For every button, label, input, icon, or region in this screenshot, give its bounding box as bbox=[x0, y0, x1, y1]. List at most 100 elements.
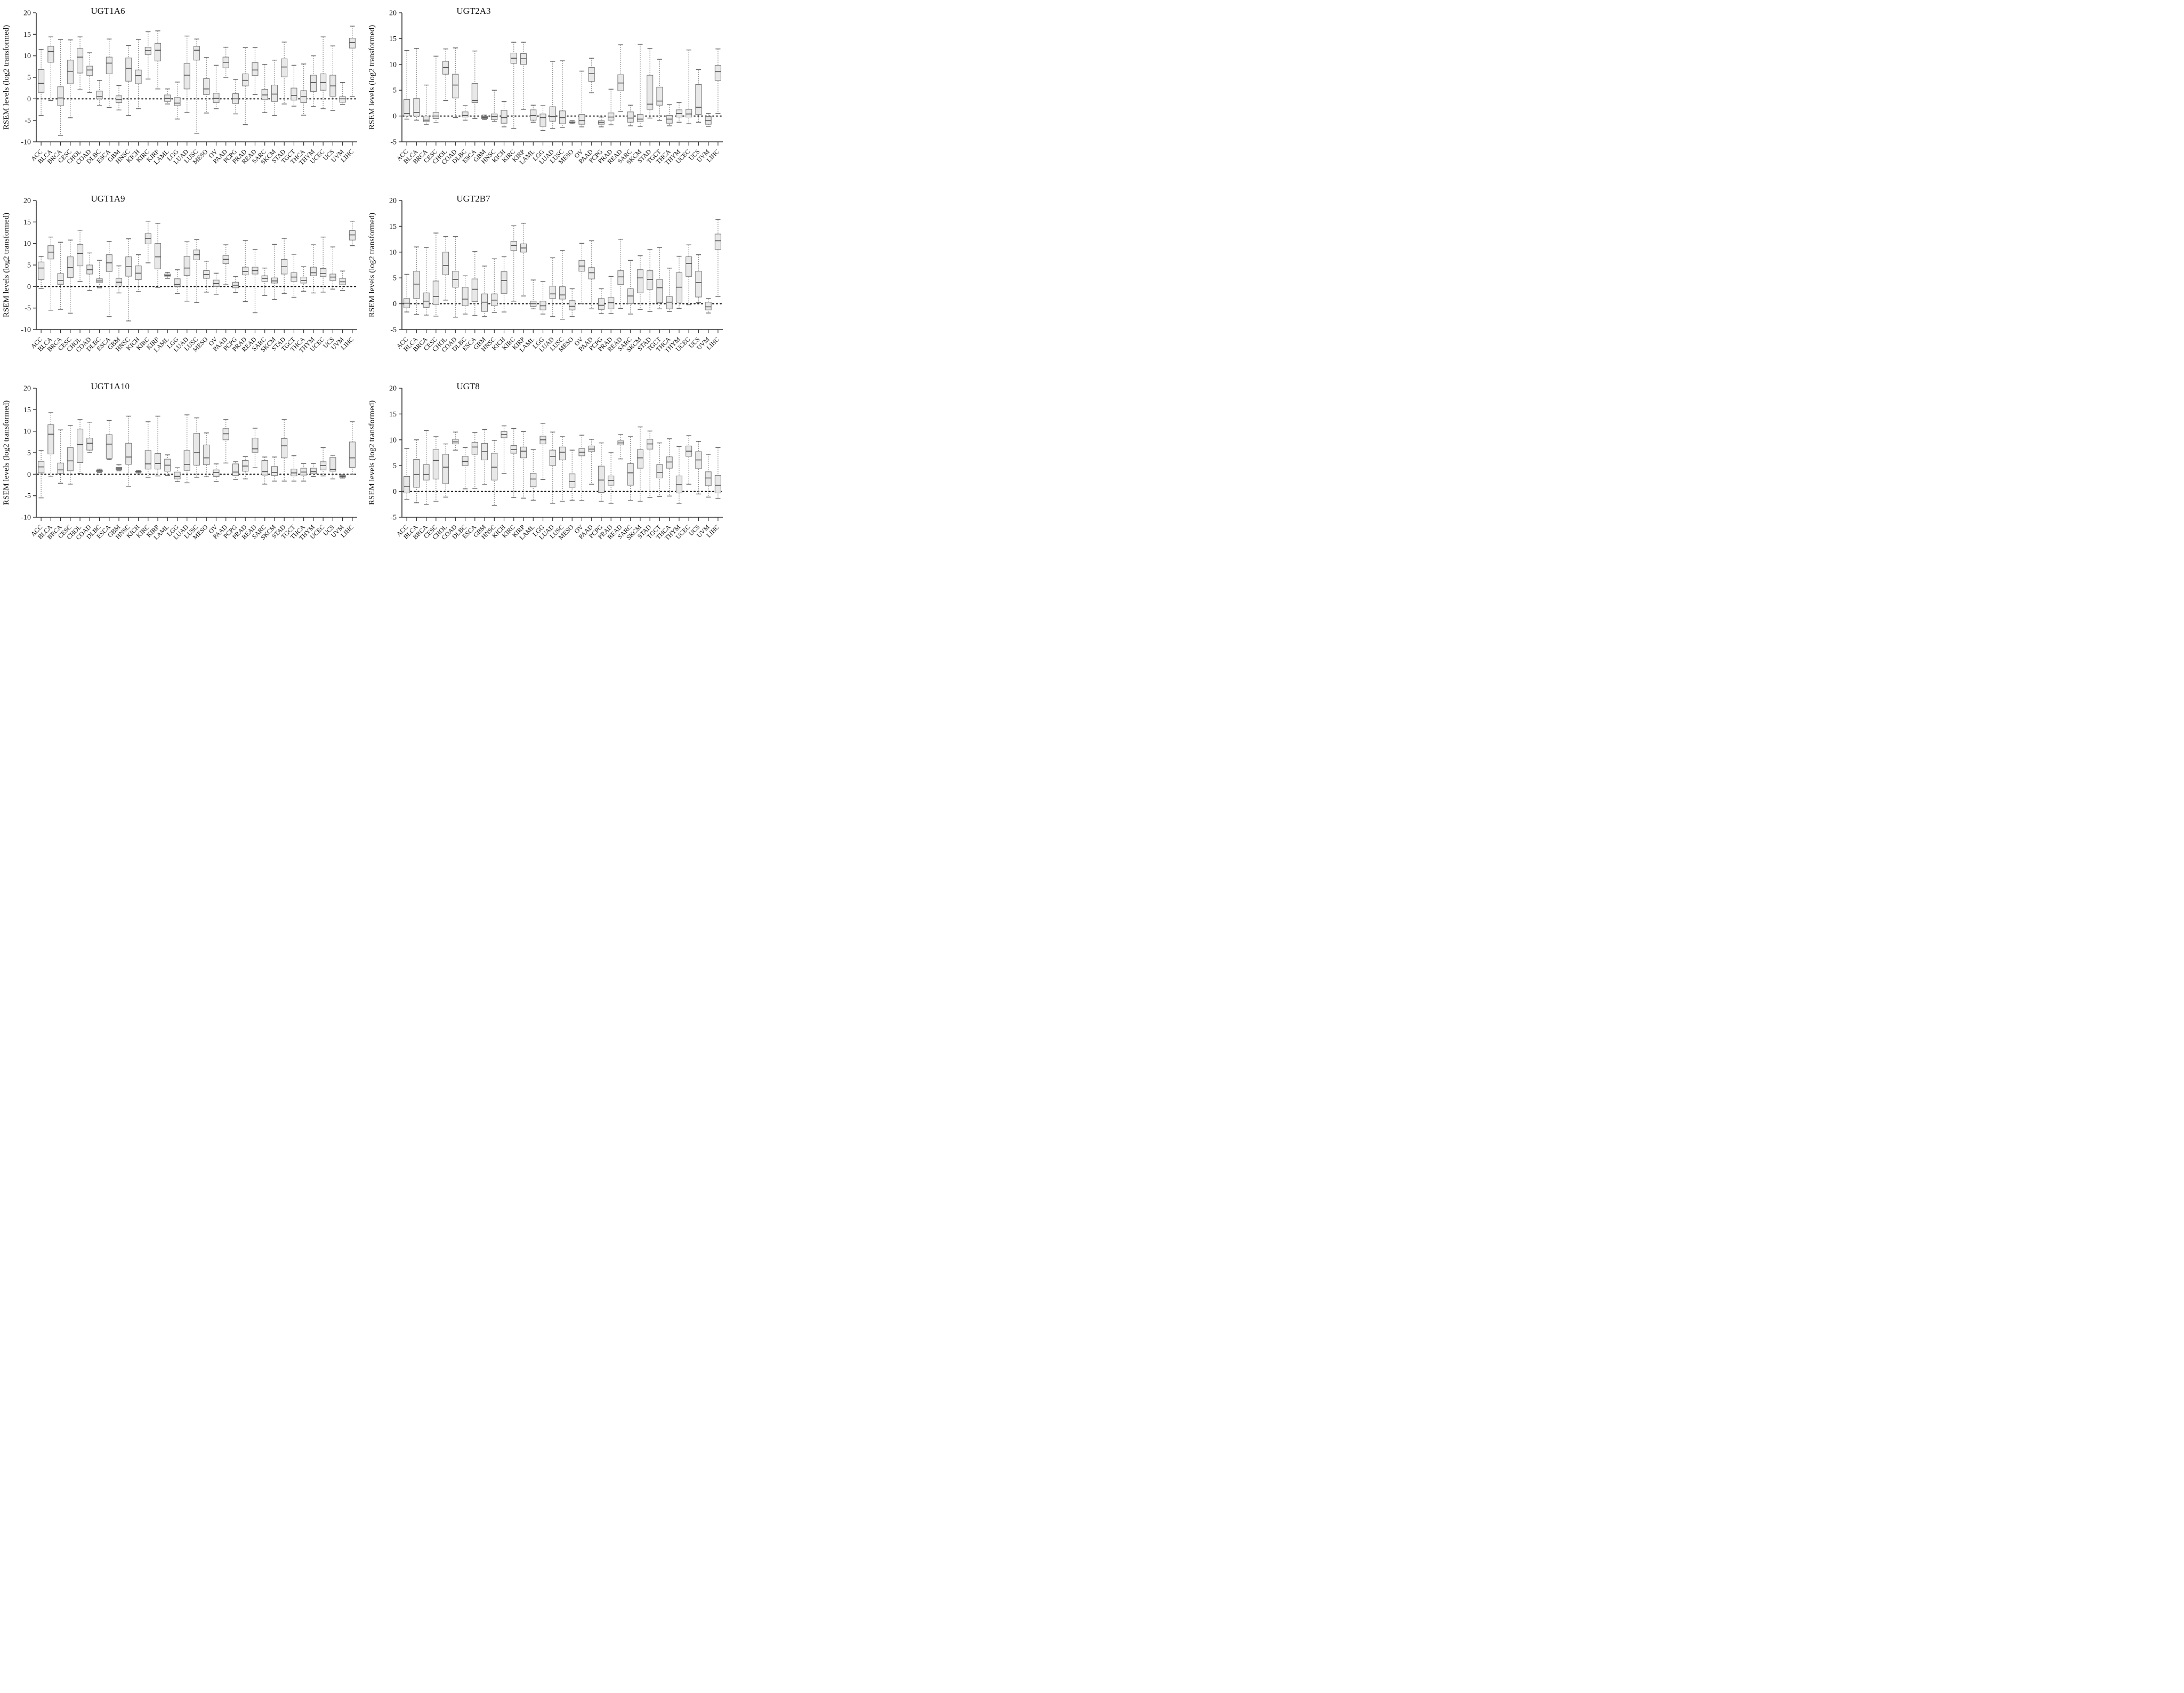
box-group-PAAD bbox=[588, 240, 595, 309]
box bbox=[300, 277, 307, 284]
box-group-THYM bbox=[310, 55, 317, 107]
box-group-THCA bbox=[666, 268, 673, 312]
box-group-LGG bbox=[174, 269, 181, 294]
box bbox=[135, 69, 142, 84]
box bbox=[432, 280, 439, 306]
box bbox=[501, 271, 507, 294]
panel-UGT1A10: 20 15 10 5 0 -5 -10 UGT1A10 RSEM levels (log2 tr… bbox=[1, 379, 361, 564]
box-group-KIRP bbox=[520, 42, 527, 110]
box-group-MESO bbox=[203, 261, 210, 293]
box bbox=[213, 93, 220, 103]
box-group-BLCA bbox=[413, 246, 420, 315]
box bbox=[67, 256, 74, 278]
box-group-DLBC bbox=[462, 275, 469, 315]
panel-title: UGT1A9 bbox=[91, 194, 125, 204]
box bbox=[183, 450, 190, 471]
box-group-STAD bbox=[647, 430, 654, 498]
box bbox=[539, 114, 546, 127]
box-group-UVM bbox=[705, 454, 712, 498]
box bbox=[291, 469, 297, 477]
y-tick-label: 10 bbox=[23, 52, 31, 60]
box bbox=[695, 271, 702, 298]
box-group-SKCM bbox=[636, 426, 643, 502]
box-group-OV bbox=[213, 65, 220, 109]
box-group-PRAD bbox=[608, 452, 615, 504]
box bbox=[714, 65, 721, 81]
box-group-PAAD bbox=[588, 58, 595, 93]
y-tick-label: 10 bbox=[23, 428, 31, 436]
box bbox=[617, 270, 624, 285]
box-group-SARC bbox=[627, 436, 634, 501]
box bbox=[38, 69, 45, 93]
box-group-SARC bbox=[627, 105, 634, 126]
y-tick-label: 0 bbox=[393, 488, 397, 496]
y-tick-label: 20 bbox=[389, 10, 397, 18]
box bbox=[413, 98, 420, 117]
box-group-READ bbox=[617, 434, 624, 460]
box-group-KIRP bbox=[520, 431, 527, 499]
y-tick-label: -5 bbox=[390, 139, 397, 147]
box bbox=[281, 438, 288, 459]
box bbox=[520, 446, 527, 459]
box-group-KICH bbox=[135, 470, 142, 474]
box-group-PAAD bbox=[222, 244, 229, 285]
box-group-HNSC bbox=[125, 238, 132, 322]
box-group-KIRC bbox=[510, 225, 517, 302]
box-group-PRAD bbox=[608, 276, 615, 314]
box-group-LGG bbox=[174, 82, 181, 119]
box-group-THCA bbox=[666, 438, 673, 497]
box-group-DLBC bbox=[96, 468, 103, 473]
box bbox=[271, 466, 278, 476]
box-group-UVM bbox=[339, 82, 346, 105]
box bbox=[193, 46, 200, 61]
box bbox=[404, 99, 410, 117]
box bbox=[636, 449, 643, 469]
box-group-UCS bbox=[695, 69, 702, 123]
box bbox=[423, 292, 430, 308]
box-group-CHOL bbox=[442, 236, 449, 301]
box bbox=[193, 433, 200, 466]
box-group-THYM bbox=[310, 463, 317, 477]
box bbox=[67, 60, 74, 84]
box bbox=[462, 111, 469, 118]
box bbox=[125, 58, 132, 82]
box bbox=[666, 296, 673, 309]
box bbox=[432, 449, 439, 479]
box-group-SKCM bbox=[271, 244, 278, 300]
box-group-READ bbox=[252, 249, 259, 314]
box-group-LIHC bbox=[349, 26, 356, 98]
box bbox=[320, 268, 327, 277]
box-group-CHOL bbox=[77, 419, 84, 474]
box-group-KIRC bbox=[144, 221, 151, 263]
panel-UGT1A6: 20 15 10 5 0 -5 -10 UGT1A6 RSEM levels (log2 tra… bbox=[1, 3, 361, 189]
box-group-BRCA bbox=[57, 242, 64, 310]
box-group-LGG bbox=[539, 281, 546, 315]
box bbox=[569, 474, 576, 488]
y-axis-label: RSEM levels (log2 transformed) bbox=[368, 25, 376, 130]
box bbox=[666, 456, 673, 469]
box bbox=[320, 73, 327, 91]
box bbox=[47, 424, 54, 454]
box-group-PRAD bbox=[608, 89, 615, 125]
box bbox=[559, 446, 566, 461]
box-group-LAML bbox=[164, 272, 171, 279]
box-group-TGCT bbox=[656, 59, 663, 122]
box bbox=[656, 86, 663, 106]
box bbox=[501, 110, 507, 124]
box-group-MESO bbox=[569, 120, 576, 124]
box-group-UCS bbox=[695, 254, 702, 303]
box-group-LUAD bbox=[549, 257, 556, 317]
box-group-ACC bbox=[404, 448, 410, 500]
box-group-GBM bbox=[481, 429, 488, 485]
box-group-LUSC bbox=[193, 38, 200, 134]
box-group-PAAD bbox=[222, 46, 229, 78]
box-group-GBM bbox=[116, 265, 123, 294]
y-tick-label: 15 bbox=[389, 35, 397, 43]
box-group-LGG bbox=[539, 105, 546, 131]
box bbox=[656, 279, 663, 303]
box-group-READ bbox=[617, 238, 624, 309]
box-group-UCEC bbox=[686, 49, 692, 124]
panel-title: UGT1A6 bbox=[91, 6, 125, 16]
box bbox=[608, 113, 615, 121]
box-group-LGG bbox=[174, 467, 181, 482]
